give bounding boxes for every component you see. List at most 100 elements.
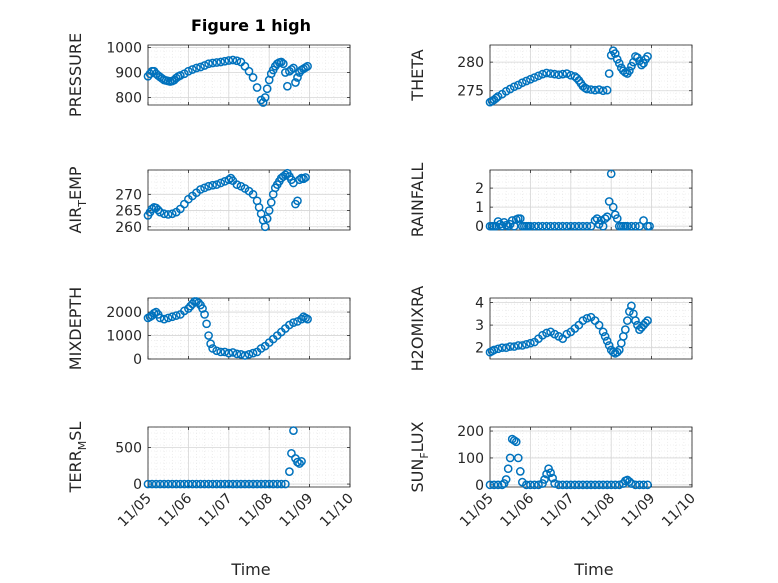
- data-point: [232, 479, 242, 489]
- data-point: [639, 480, 648, 490]
- data-point: [202, 319, 211, 329]
- data-point: [289, 63, 298, 73]
- data-point: [281, 170, 290, 180]
- y-tick-label: 100: [457, 451, 484, 467]
- data-point: [276, 57, 286, 67]
- y-axis-label: H2OMIXRA: [408, 286, 427, 372]
- data-point: [600, 332, 610, 341]
- data-point: [489, 345, 499, 355]
- data-point: [554, 221, 564, 231]
- data-point: [216, 479, 226, 489]
- data-point: [297, 457, 306, 466]
- axes-box: [147, 44, 351, 106]
- data-point: [627, 221, 636, 231]
- data-point: [489, 480, 499, 490]
- y-tick-label: 265: [115, 204, 142, 220]
- data-point: [220, 56, 230, 66]
- data-point: [248, 73, 258, 82]
- data-point: [232, 56, 242, 66]
- data-point: [538, 69, 547, 79]
- data-point: [586, 480, 596, 490]
- data-point: [522, 339, 531, 349]
- figure-title: Figure 1 high: [191, 16, 311, 35]
- data-point: [627, 301, 636, 311]
- data-point: [293, 457, 302, 467]
- data-point: [530, 73, 539, 82]
- axes-box: [147, 169, 351, 231]
- data-point: [192, 63, 201, 73]
- data-point: [192, 479, 201, 489]
- series-markers: [143, 168, 310, 232]
- data-point: [155, 313, 165, 323]
- data-point: [206, 339, 215, 349]
- data-point: [204, 331, 213, 340]
- data-point: [608, 202, 618, 212]
- data-point: [248, 348, 258, 358]
- data-point: [558, 221, 568, 231]
- panel-h2omixra: 2 3 4 H2OMIXRA: [408, 286, 693, 372]
- x-tick-label: 11/06: [497, 490, 537, 530]
- series-markers: [485, 46, 652, 107]
- data-point: [220, 479, 230, 489]
- data-point: [297, 314, 306, 324]
- data-point: [224, 56, 234, 65]
- y-tick-label: 0: [133, 352, 142, 368]
- data-point: [534, 221, 543, 231]
- data-point: [272, 479, 282, 489]
- data-point: [204, 59, 213, 69]
- data-point: [526, 338, 535, 348]
- y-tick-label: 0: [475, 478, 484, 494]
- data-point: [602, 85, 612, 95]
- data-point: [612, 214, 622, 223]
- y-axis-label: PRESSURE: [66, 33, 85, 117]
- data-point: [598, 86, 608, 96]
- data-point: [258, 98, 268, 107]
- data-point: [252, 479, 262, 489]
- data-point: [641, 318, 650, 328]
- data-point: [590, 480, 600, 490]
- data-point: [196, 185, 205, 194]
- data-point: [590, 85, 600, 95]
- data-point: [163, 313, 173, 323]
- data-point: [212, 346, 222, 356]
- data-point: [517, 78, 527, 88]
- minor-grid: [489, 297, 693, 360]
- data-point: [550, 69, 559, 79]
- data-point: [224, 348, 234, 358]
- data-point: [562, 221, 572, 231]
- series-markers: [143, 55, 312, 107]
- y-tick-label: 2000: [106, 305, 142, 321]
- y-axis-label: AIRTEMP: [66, 166, 89, 233]
- data-point: [194, 298, 203, 308]
- data-point: [558, 480, 568, 490]
- data-point: [505, 342, 515, 351]
- data-point: [554, 480, 564, 490]
- x-tick-label: 11/08: [578, 491, 618, 531]
- data-point: [586, 85, 596, 94]
- series-markers: [143, 297, 312, 360]
- data-point: [240, 351, 250, 360]
- data-point: [540, 475, 549, 484]
- data-point: [596, 216, 606, 225]
- data-point: [542, 328, 551, 338]
- data-point: [196, 479, 205, 489]
- data-point: [212, 180, 222, 189]
- data-point: [606, 169, 616, 179]
- y-axis-label: SUNFLUX: [408, 421, 431, 492]
- data-point: [216, 178, 226, 188]
- data-point: [606, 50, 616, 60]
- data-point: [566, 221, 576, 231]
- x-tick-label: 11/09: [619, 491, 659, 531]
- data-point: [542, 68, 551, 78]
- data-point: [497, 343, 507, 353]
- y-tick-label: 2: [475, 181, 484, 197]
- x-axis-label-right: Time: [573, 560, 613, 579]
- data-point: [212, 58, 222, 67]
- y-tick-label: 1: [475, 200, 484, 216]
- data-point: [631, 480, 640, 490]
- data-point: [610, 480, 620, 490]
- y-axis-label-main: AIR: [66, 207, 85, 234]
- data-point: [598, 221, 608, 231]
- data-point: [180, 199, 189, 209]
- data-point: [208, 479, 217, 489]
